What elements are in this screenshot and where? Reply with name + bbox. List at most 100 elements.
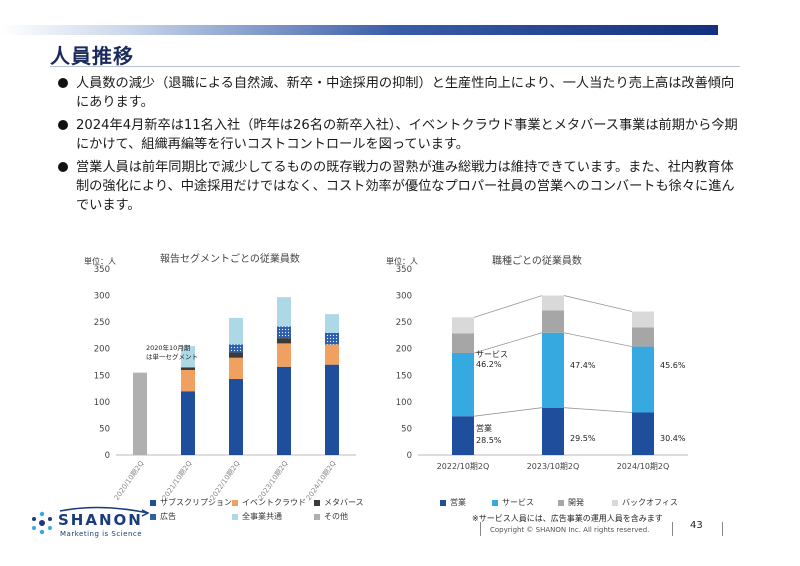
connector-line — [563, 407, 633, 413]
legend-swatch — [232, 513, 238, 520]
service-category-label: サービス — [476, 350, 508, 359]
bar-segment-common — [181, 346, 195, 368]
y-tick-label: 0 — [105, 451, 110, 461]
bar-segment-common — [229, 317, 243, 345]
footer-divider — [722, 522, 723, 536]
connector-line — [563, 295, 633, 312]
legend-label: サブスクリプション — [160, 498, 232, 507]
chart2-legend: 営業 サービス 開発 バックオフィス — [440, 497, 740, 509]
service-pct-label: 47.4% — [570, 361, 596, 370]
bullet-item: 営業人員は前年同期比で減少してるものの既存戦力の習熟が進み総戦力は維持できていま… — [56, 158, 746, 215]
bar-segment-common — [325, 314, 339, 333]
x-tick-label: 2020/10期2Q — [113, 459, 146, 502]
bar-segment-backoffice — [542, 295, 564, 311]
bar-segment-service — [452, 352, 474, 417]
title-divider — [50, 66, 740, 67]
logo-tagline: Marketing is Science — [60, 530, 143, 538]
footer-divider — [480, 522, 481, 536]
connector-line — [473, 295, 543, 318]
footnote: ※サービス人員には、広告事業の運用人員を含みます — [472, 514, 663, 523]
service-pct-label: 45.6% — [660, 361, 686, 370]
legend-label: 全事業共通 — [242, 512, 282, 521]
chart1-title: 報告セグメントごとの従業員数 — [160, 254, 300, 265]
sales-pct-label: 28.5% — [476, 436, 502, 445]
bar-segment-sales — [452, 416, 474, 455]
legend-swatch — [314, 513, 320, 520]
bullet-list: 人員数の減少（退職による自然減、新卒・中途採用の抑制）と生産性向上により、一人当… — [56, 74, 746, 219]
bar-segment-metaverse — [181, 367, 195, 370]
page-title: 人員推移 — [50, 44, 134, 68]
legend-item: 開発 — [558, 497, 584, 508]
page-number: 43 — [690, 520, 703, 531]
bullet-dot-icon — [58, 78, 68, 88]
bar-segment-subscription — [229, 379, 243, 455]
legend-item: 営業 — [440, 497, 466, 508]
y-tick-label: 100 — [396, 398, 412, 408]
bar-segment-eventcloud — [277, 343, 291, 367]
x-tick-label: 2023/10期2Q — [527, 462, 580, 471]
bullet-text: 人員数の減少（退職による自然減、新卒・中途採用の抑制）と生産性向上により、一人当… — [76, 76, 735, 110]
legend-label: 営業 — [450, 498, 466, 507]
legend-label: 広告 — [160, 512, 176, 521]
y-tick-label: 300 — [94, 292, 110, 302]
x-tick-label: 2022/10期2Q — [437, 462, 490, 471]
bar-segment-eventcloud — [181, 369, 195, 392]
legend-item: 広告 — [150, 511, 176, 522]
shanon-logo-icon — [32, 506, 150, 535]
legend-item: バックオフィス — [612, 497, 678, 508]
chart1-annotation: は単一セグメント — [146, 352, 198, 361]
legend-swatch — [150, 513, 156, 520]
x-tick-label: 2024/10期2Q — [617, 462, 670, 471]
bar-segment-dev — [452, 333, 474, 353]
bullet-item: 人員数の減少（退職による自然減、新卒・中途採用の抑制）と生産性向上により、一人当… — [56, 74, 746, 112]
bar-segment-service — [542, 332, 564, 408]
bar-segment-metaverse — [229, 352, 243, 358]
chart2-unit: 単位：人 — [386, 257, 418, 266]
bar-segment-service — [632, 346, 654, 413]
legend-label: サービス — [502, 498, 534, 507]
x-tick-label: 2022/10期2Q — [209, 459, 242, 502]
logo-name: SHANON — [58, 511, 143, 529]
legend-swatch — [492, 499, 498, 506]
bar-segment-advertising — [325, 332, 339, 345]
legend-swatch — [232, 499, 238, 506]
y-tick-label: 50 — [401, 424, 412, 434]
bar-segment-eventcloud — [325, 344, 339, 365]
y-tick-label: 0 — [407, 451, 412, 461]
y-tick-label: 50 — [99, 424, 110, 434]
chart1-unit: 単位：人 — [84, 257, 116, 266]
legend-item: その他 — [314, 511, 348, 522]
bar-segment-other — [133, 372, 147, 455]
y-tick-label: 150 — [396, 371, 412, 381]
bar-segment-backoffice — [632, 311, 654, 328]
sales-pct-label: 30.4% — [660, 434, 686, 443]
legend-label: メタバース — [324, 498, 364, 507]
y-tick-label: 350 — [396, 265, 412, 275]
footer-divider — [672, 522, 673, 536]
y-tick-label: 250 — [94, 318, 110, 328]
bar-segment-subscription — [181, 391, 195, 455]
x-tick-label: 2021/10期2Q — [161, 459, 194, 502]
y-tick-label: 250 — [396, 318, 412, 328]
bar-segment-sales — [632, 412, 654, 455]
y-tick-label: 200 — [94, 345, 110, 355]
connector-line — [473, 332, 543, 354]
sales-category-label: 営業 — [476, 423, 492, 433]
chart1-annotation: 2020年10月期 — [146, 343, 191, 352]
bullet-dot-icon — [58, 162, 68, 172]
legend-label: 開発 — [568, 498, 584, 507]
bar-segment-dev — [542, 310, 564, 333]
legend-item: メタバース — [314, 497, 364, 508]
bar-segment-metaverse — [277, 338, 291, 344]
bar-segment-subscription — [277, 366, 291, 455]
sales-pct-label: 29.5% — [570, 434, 596, 443]
bar-segment-dev — [632, 327, 654, 347]
legend-swatch — [314, 499, 320, 506]
chart2-svg: 0 50 100 150 200 250 300 350 2022/10期2Q 2023/10期2… — [396, 265, 688, 471]
legend-swatch — [612, 499, 618, 506]
legend-label: その他 — [324, 512, 348, 521]
legend-label: イベントクラウド — [242, 498, 306, 507]
y-tick-label: 200 — [396, 345, 412, 355]
legend-item: サービス — [492, 497, 534, 508]
bar-segment-advertising — [229, 344, 243, 353]
